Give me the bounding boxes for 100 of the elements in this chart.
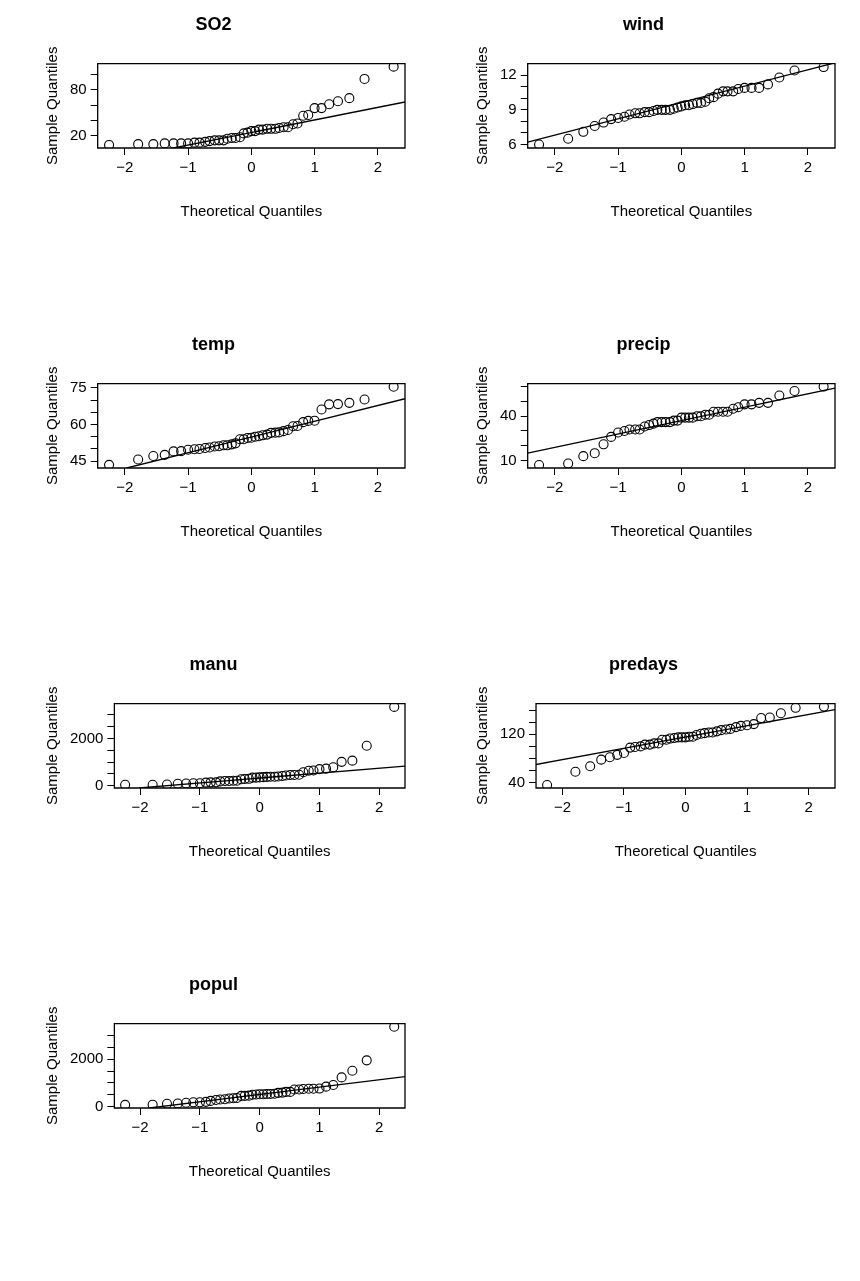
point (703, 727, 714, 738)
point (218, 440, 229, 451)
point (214, 135, 225, 146)
x-tick-label: 1 (742, 798, 752, 816)
point (542, 779, 553, 788)
point (242, 432, 253, 444)
y-tick-label: 9 (508, 99, 517, 117)
chart-title: predays (608, 653, 679, 674)
point (309, 415, 320, 426)
point (148, 451, 159, 462)
point (194, 443, 205, 455)
point (243, 1090, 254, 1101)
y-axis-title: Sample Quantiles (473, 366, 491, 485)
point (308, 1083, 319, 1094)
point (361, 740, 372, 751)
point (389, 1023, 400, 1032)
point (104, 139, 115, 148)
point (270, 123, 281, 134)
point (733, 83, 744, 95)
point (668, 103, 679, 114)
x-tick-label: 1 (310, 478, 319, 496)
x-tick-label: −1 (609, 158, 627, 176)
point (321, 763, 332, 774)
point (230, 132, 241, 144)
point (234, 132, 246, 143)
point (205, 1095, 216, 1106)
x-tick-label: 2 (373, 478, 382, 496)
point (210, 777, 222, 788)
point (168, 446, 179, 457)
point (733, 402, 744, 413)
point (700, 96, 711, 107)
point (818, 63, 829, 73)
point (676, 412, 687, 423)
y-axis-title: Sample Quantiles (43, 1006, 61, 1125)
point (289, 769, 300, 781)
point (718, 86, 729, 97)
y-tick-label: 0 (95, 775, 104, 793)
point (298, 110, 309, 121)
point (639, 107, 650, 118)
x-tick-label: 1 (740, 478, 749, 496)
point (159, 449, 170, 460)
point (728, 403, 739, 414)
point (708, 406, 719, 417)
point (230, 438, 241, 449)
point (606, 114, 617, 125)
point (746, 399, 757, 410)
y-tick-label: 75 (70, 378, 87, 396)
point (215, 776, 226, 787)
x-tick-label: 2 (373, 158, 382, 176)
chart-title: popul (189, 973, 238, 994)
point (277, 1087, 288, 1098)
point (200, 136, 211, 147)
point (756, 713, 767, 724)
point (712, 406, 724, 417)
x-tick-label: −2 (553, 798, 572, 816)
x-tick-label: 2 (803, 158, 812, 176)
point (347, 1065, 358, 1076)
point (598, 117, 609, 128)
x-tick-label: 2 (804, 798, 813, 816)
chart-title: precip (616, 333, 671, 354)
point (649, 738, 660, 749)
point (324, 99, 335, 110)
point (120, 779, 131, 788)
x-tick-label: −1 (179, 158, 197, 176)
point (285, 769, 296, 781)
x-tick-label: −1 (615, 798, 633, 816)
y-axis-title: Sample Quantiles (473, 686, 491, 805)
point (161, 1098, 173, 1108)
point (762, 79, 774, 90)
point (303, 1083, 314, 1094)
chart-title: wind (622, 13, 664, 34)
point (159, 138, 170, 148)
point (247, 772, 258, 783)
y-tick-label: 10 (500, 450, 517, 468)
point (218, 135, 229, 146)
point (133, 454, 144, 465)
point (257, 430, 268, 441)
point (669, 732, 680, 744)
y-tick-label: 80 (70, 79, 87, 97)
point (699, 728, 710, 739)
x-tick-label: −1 (191, 1118, 209, 1136)
point (619, 111, 630, 122)
point (708, 92, 719, 103)
point (639, 739, 650, 750)
point (598, 439, 609, 450)
point (104, 459, 115, 468)
point (188, 1097, 199, 1108)
point (746, 82, 757, 93)
point (700, 409, 711, 420)
point (754, 397, 765, 408)
x-tick-label: 1 (310, 158, 319, 176)
point (183, 444, 194, 455)
y-axis-title: Sample Quantiles (473, 46, 491, 165)
x-axis-title: Theoretical Quantiles (188, 842, 331, 860)
point (222, 440, 233, 451)
x-tick-label: 0 (247, 158, 256, 176)
point (644, 107, 655, 118)
x-tick-label: 0 (681, 798, 690, 816)
point (289, 1084, 300, 1095)
point (231, 775, 243, 786)
